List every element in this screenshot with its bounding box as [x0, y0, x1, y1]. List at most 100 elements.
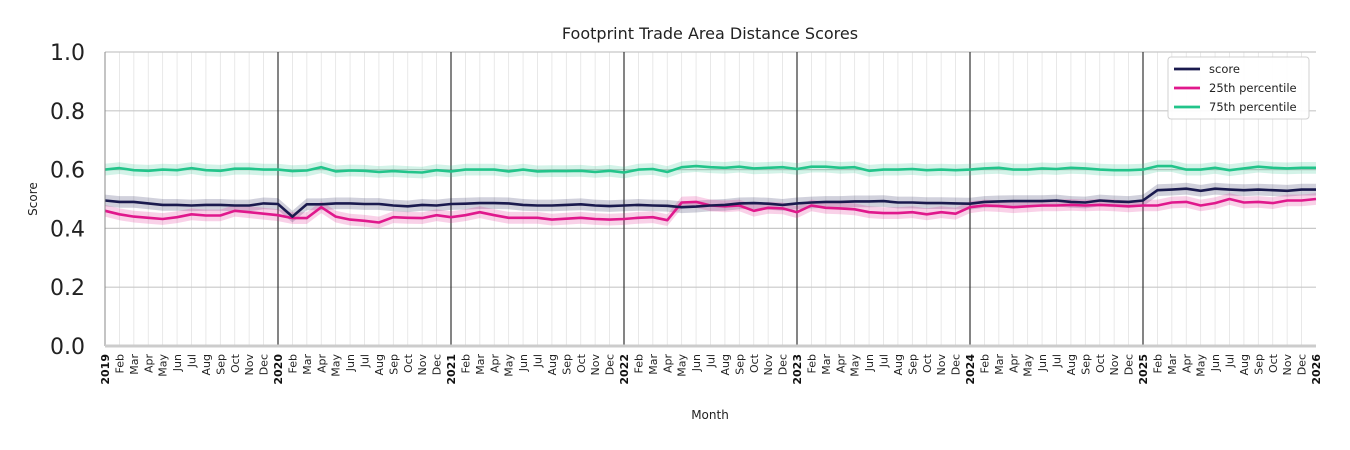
x-tick-month-label: Aug	[546, 354, 559, 375]
x-tick-month-label: Apr	[834, 354, 847, 374]
y-tick-label: 0.2	[50, 276, 85, 301]
x-tick-month-label: Feb	[632, 354, 645, 373]
series-line	[104, 187, 1316, 218]
x-tick-month-label: Sep	[906, 354, 919, 375]
x-tick-month-label: Aug	[1238, 354, 1251, 375]
x-tick-month-label: Mar	[1166, 354, 1179, 375]
x-tick-month-label: Jun	[863, 354, 876, 372]
x-tick-month-label: Sep	[1079, 354, 1092, 375]
x-tick-month-label: May	[157, 354, 170, 377]
x-tick-month-label: Jul	[532, 354, 545, 368]
x-tick-month-label: Jun	[1036, 354, 1049, 372]
x-tick-month-label: Aug	[892, 354, 905, 375]
y-tick-label: 1.0	[50, 41, 85, 66]
x-axis-label: Month	[691, 408, 729, 422]
x-tick-year-label: 2025	[1137, 354, 1150, 385]
x-tick-month-label: Aug	[373, 354, 386, 375]
x-tick-month-label: Nov	[1281, 354, 1294, 376]
x-tick-month-label: Feb	[286, 354, 299, 373]
x-tick-month-label: Jul	[1224, 354, 1237, 368]
x-tick-month-label: Jul	[878, 354, 891, 368]
x-tick-month-label: Oct	[1094, 353, 1107, 373]
x-tick-month-label: Dec	[258, 354, 271, 375]
x-tick-month-label: Feb	[805, 354, 818, 373]
x-tick-month-label: Mar	[128, 354, 141, 375]
x-tick-month-label: Mar	[301, 354, 314, 375]
x-tick-month-label: Oct	[748, 353, 761, 373]
legend-label: 25th percentile	[1209, 81, 1297, 95]
x-tick-month-label: Mar	[474, 354, 487, 375]
x-tick-month-label: Jul	[186, 354, 199, 368]
x-tick-month-label: Nov	[762, 354, 775, 376]
x-tick-year-label: 2019	[99, 354, 112, 385]
x-tick-month-label: Apr	[1180, 354, 1193, 374]
x-tick-month-label: Mar	[993, 354, 1006, 375]
x-tick-month-label: Dec	[1296, 354, 1309, 375]
x-tick-month-label: Apr	[661, 354, 674, 374]
x-tick-month-label: Feb	[978, 354, 991, 373]
x-tick-month-label: Dec	[950, 354, 963, 375]
x-tick-month-label: Aug	[1065, 354, 1078, 375]
x-tick-month-label: Jun	[171, 354, 184, 372]
x-tick-month-label: Nov	[589, 354, 602, 376]
y-axis-label: Score	[26, 182, 40, 216]
x-tick-month-label: Sep	[560, 354, 573, 375]
x-tick-month-label: Apr	[488, 354, 501, 374]
x-tick-year-label: 2026	[1310, 354, 1323, 385]
chart-title: Footprint Trade Area Distance Scores	[562, 24, 858, 43]
x-tick-month-label: Nov	[416, 354, 429, 376]
legend-label: score	[1209, 62, 1240, 76]
legend: score 25th percentile 75th percentile	[1167, 56, 1310, 120]
x-tick-month-label: May	[849, 354, 862, 377]
x-tick-month-label: Mar	[647, 354, 660, 375]
x-tick-year-label: 2024	[964, 354, 977, 385]
grid-layer	[105, 51, 1316, 347]
legend-label: 75th percentile	[1209, 100, 1297, 114]
x-tick-month-label: Mar	[820, 354, 833, 375]
x-tick-month-label: Nov	[243, 354, 256, 376]
x-tick-month-label: Apr	[1007, 354, 1020, 374]
series-line	[104, 164, 1316, 174]
x-tick-month-label: Oct	[921, 353, 934, 373]
line-layer	[104, 164, 1317, 224]
x-tick-month-label: Dec	[777, 354, 790, 375]
x-tick-month-label: Jul	[705, 354, 718, 368]
x-tick-month-label: Oct	[229, 353, 242, 373]
x-tick-month-label: Oct	[575, 353, 588, 373]
x-tick-month-label: Nov	[1108, 354, 1121, 376]
x-tick-month-label: Dec	[431, 354, 444, 375]
x-tick-month-label: Feb	[459, 354, 472, 373]
x-tick-month-label: Sep	[733, 354, 746, 375]
x-tick-month-label: Aug	[200, 354, 213, 375]
x-tick-year-label: 2023	[791, 354, 804, 385]
y-tick-label: 0.6	[50, 159, 85, 184]
x-tick-month-label: Dec	[1123, 354, 1136, 375]
x-tick-month-label: Jul	[1051, 354, 1064, 368]
series-band	[105, 182, 1316, 223]
x-tick-month-label: Apr	[315, 354, 328, 374]
x-tick-month-label: Jun	[344, 354, 357, 372]
x-tick-month-label: May	[503, 354, 516, 377]
x-tick-month-label: Dec	[604, 354, 617, 375]
x-tick-year-label: 2020	[272, 354, 285, 385]
y-tick-label: 0.8	[50, 100, 85, 125]
x-tick-month-label: Jun	[517, 354, 530, 372]
y-tick-label: 0.4	[50, 217, 85, 242]
x-tick-month-label: May	[1022, 354, 1035, 377]
x-tick-month-label: Nov	[935, 354, 948, 376]
x-tick-month-label: Sep	[387, 354, 400, 375]
x-tick-month-label: Apr	[142, 354, 155, 374]
x-tick-month-label: Sep	[214, 354, 227, 375]
x-tick-month-label: Feb	[1151, 354, 1164, 373]
y-tick-label: 0.0	[50, 335, 85, 360]
x-tick-month-label: Sep	[1252, 354, 1265, 375]
x-tick-month-label: Jun	[1209, 354, 1222, 372]
x-tick-month-label: Jun	[690, 354, 703, 372]
x-tick-month-label: May	[676, 354, 689, 377]
legend-frame	[1167, 56, 1310, 120]
x-tick-year-label: 2021	[445, 354, 458, 385]
x-tick-month-label: May	[330, 354, 343, 377]
x-tick-month-label: Oct	[402, 353, 415, 373]
